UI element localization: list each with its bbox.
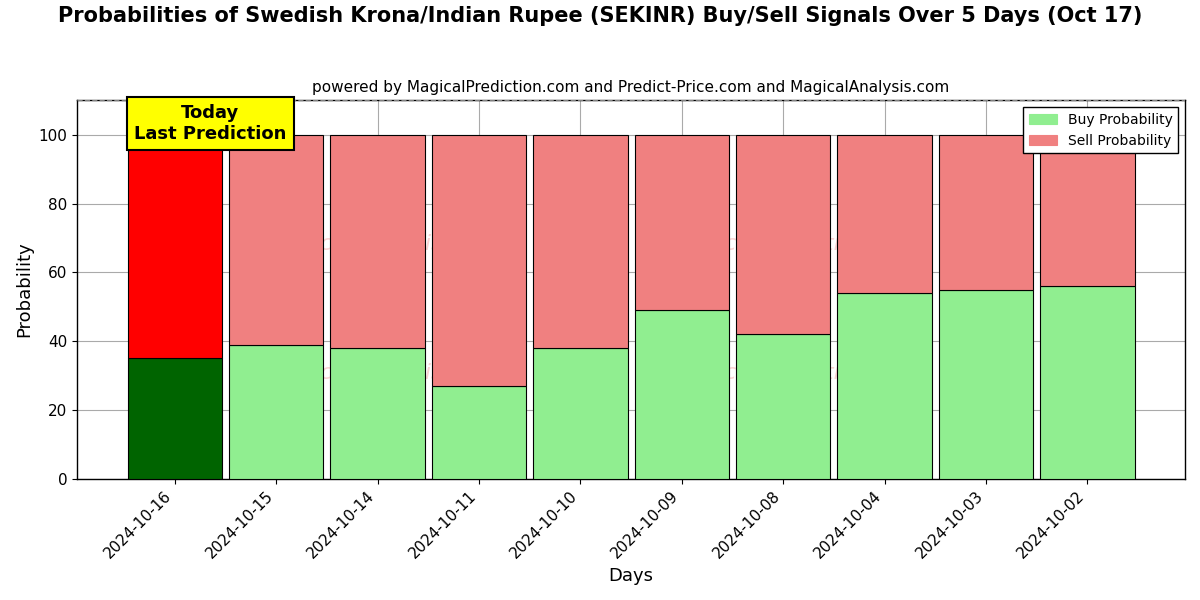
Bar bbox=[533, 348, 628, 479]
Bar bbox=[127, 358, 222, 479]
Bar bbox=[838, 293, 931, 479]
Title: powered by MagicalPrediction.com and Predict-Price.com and MagicalAnalysis.com: powered by MagicalPrediction.com and Pre… bbox=[312, 80, 949, 95]
Text: Today
Last Prediction: Today Last Prediction bbox=[134, 104, 287, 143]
Text: MagicalPrediction.com: MagicalPrediction.com bbox=[672, 363, 923, 383]
Bar bbox=[330, 348, 425, 479]
Bar bbox=[1040, 135, 1135, 286]
Text: MagicalPrediction.com: MagicalPrediction.com bbox=[672, 234, 923, 254]
Bar bbox=[229, 344, 323, 479]
Bar bbox=[229, 135, 323, 344]
Text: Probabilities of Swedish Krona/Indian Rupee (SEKINR) Buy/Sell Signals Over 5 Day: Probabilities of Swedish Krona/Indian Ru… bbox=[58, 6, 1142, 26]
Bar bbox=[938, 135, 1033, 290]
X-axis label: Days: Days bbox=[608, 567, 654, 585]
Bar bbox=[635, 135, 728, 310]
Bar bbox=[330, 135, 425, 348]
Bar bbox=[432, 135, 526, 386]
Bar bbox=[1040, 286, 1135, 479]
Bar bbox=[938, 290, 1033, 479]
Text: calAnalysis.com: calAnalysis.com bbox=[320, 234, 499, 254]
Y-axis label: Probability: Probability bbox=[14, 242, 32, 337]
Bar bbox=[635, 310, 728, 479]
Bar bbox=[127, 135, 222, 358]
Legend: Buy Probability, Sell Probability: Buy Probability, Sell Probability bbox=[1024, 107, 1178, 154]
Bar bbox=[838, 135, 931, 293]
Bar bbox=[736, 334, 830, 479]
Text: calAnalysis.com: calAnalysis.com bbox=[320, 363, 499, 383]
Bar bbox=[432, 386, 526, 479]
Bar bbox=[736, 135, 830, 334]
Bar bbox=[533, 135, 628, 348]
